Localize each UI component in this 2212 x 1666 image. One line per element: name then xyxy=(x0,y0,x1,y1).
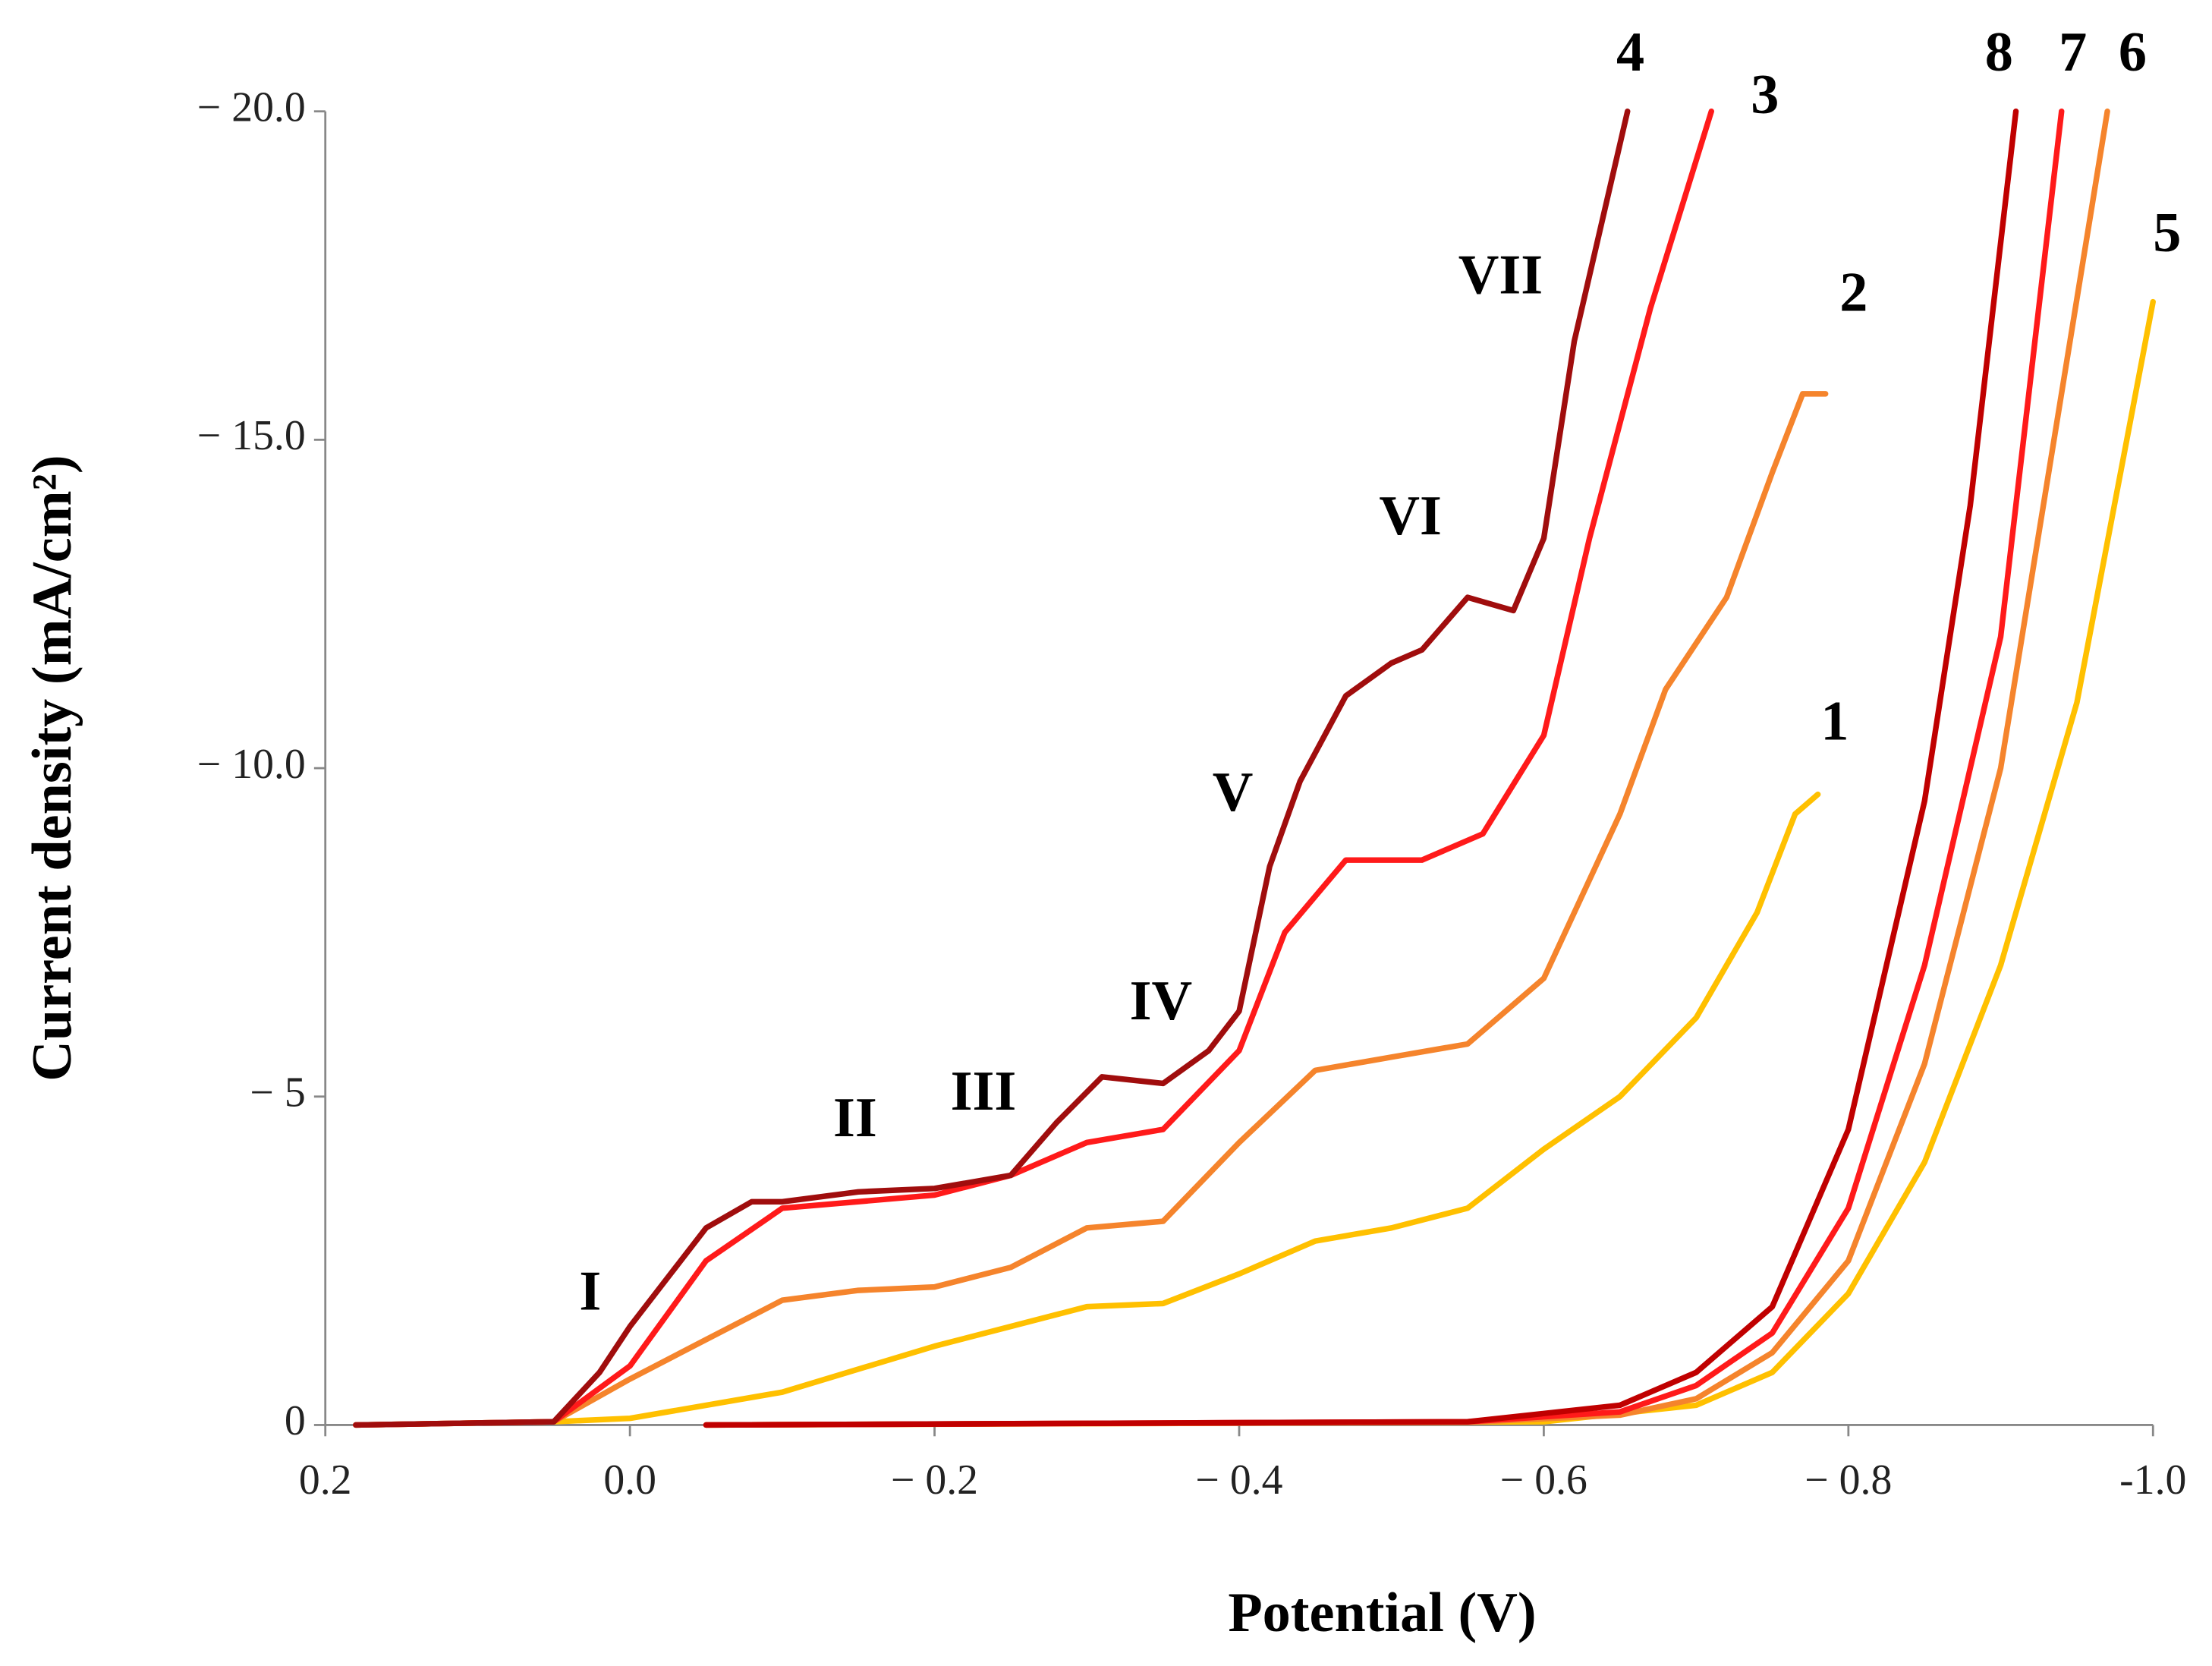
series-line xyxy=(703,108,2110,1428)
annotation: I xyxy=(579,1261,601,1323)
y-axis-title: Current density (mA/cm²) xyxy=(21,455,83,1081)
series-label: 6 xyxy=(2119,21,2147,83)
x-tick-label: -1.0 xyxy=(2119,1457,2186,1504)
annotation: II xyxy=(833,1087,877,1149)
y-tick-label: − 5 xyxy=(250,1069,306,1116)
y-tick-label: 0 xyxy=(285,1397,306,1444)
series-line xyxy=(703,108,2019,1428)
annotation: IV xyxy=(1130,970,1193,1032)
x-tick-label: 0.0 xyxy=(603,1457,656,1504)
series-label: 1 xyxy=(1820,691,1849,753)
series-label: 3 xyxy=(1751,64,1779,126)
x-tick-label: 0.2 xyxy=(299,1457,352,1504)
series-line xyxy=(353,791,1821,1428)
x-axis-title: Potential (V) xyxy=(1228,1582,1536,1644)
series-label: 7 xyxy=(2059,21,2087,83)
annotation: III xyxy=(951,1060,1017,1123)
x-tick-label: − 0.4 xyxy=(1195,1457,1282,1504)
annotation: V xyxy=(1213,761,1254,824)
y-tick-label: − 10.0 xyxy=(197,741,306,788)
series-label: 2 xyxy=(1839,262,1867,324)
series-label: 4 xyxy=(1616,21,1644,83)
series-line xyxy=(353,108,1714,1428)
series-line xyxy=(353,108,1631,1428)
series-label: 5 xyxy=(2153,202,2181,264)
x-tick-label: − 0.2 xyxy=(891,1457,978,1504)
y-tick-label: − 20.0 xyxy=(197,83,306,131)
x-tick-label: − 0.8 xyxy=(1805,1457,1892,1504)
series-line xyxy=(353,391,1829,1428)
annotation: VII xyxy=(1458,244,1543,307)
series-line xyxy=(703,298,2156,1428)
series-label: 8 xyxy=(1985,21,2013,83)
y-tick-label: − 15.0 xyxy=(197,412,306,459)
annotation: VI xyxy=(1379,485,1442,547)
x-tick-label: − 0.6 xyxy=(1500,1457,1587,1504)
